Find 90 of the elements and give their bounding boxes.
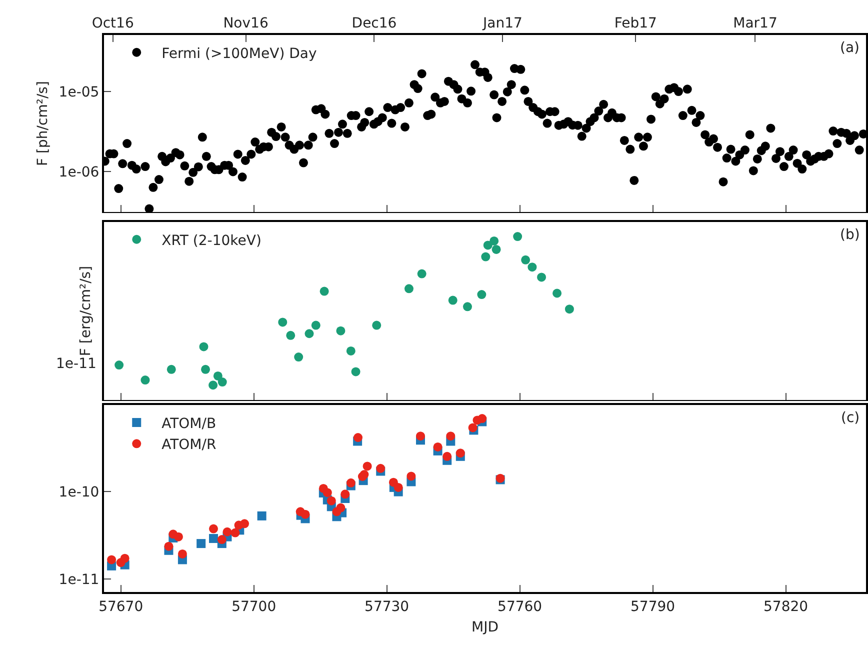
point [564, 304, 574, 314]
point [351, 367, 360, 376]
point [416, 432, 425, 441]
x2-tick-label: Dec16 [352, 15, 397, 32]
point [346, 346, 356, 356]
point [448, 296, 458, 305]
annotation: (b) [840, 227, 860, 243]
point [240, 519, 250, 528]
point [394, 482, 403, 492]
x2-tick-label: Mar17 [733, 15, 778, 32]
annotation: (a) [840, 40, 860, 56]
point [217, 535, 226, 544]
point [552, 288, 562, 298]
point [477, 290, 486, 300]
point [513, 232, 522, 242]
y-axis-title: F [ph/cm²/s] [34, 81, 51, 166]
point [462, 302, 472, 312]
point [201, 364, 210, 374]
point [336, 503, 346, 512]
point [322, 488, 332, 498]
point [354, 433, 362, 442]
point [376, 464, 386, 473]
point [120, 554, 130, 563]
point [286, 330, 296, 340]
point [222, 527, 232, 536]
x2-tick-label: Feb17 [614, 15, 657, 32]
point [326, 496, 336, 506]
x-tick-label: 57730 [364, 598, 410, 615]
point [257, 511, 266, 520]
point [362, 462, 372, 471]
point [300, 510, 310, 519]
point [208, 380, 218, 390]
x-tick-label: 57670 [98, 598, 144, 615]
point [196, 539, 206, 548]
point [446, 432, 456, 441]
legend-label: Fermi (>100MeV) Day [162, 46, 317, 62]
point [372, 320, 382, 330]
legend-label: XRT (2-10keV) [162, 232, 262, 249]
point [230, 528, 240, 538]
point [490, 236, 499, 246]
point [417, 269, 426, 278]
x-tick-label: 57820 [763, 598, 808, 615]
point [208, 534, 218, 543]
x2-tick-label: Oct16 [92, 15, 134, 32]
legend-label: ATOM/B [162, 416, 216, 432]
x-tick-label: 57790 [630, 598, 676, 615]
point [114, 360, 124, 370]
point [481, 252, 490, 262]
point [304, 329, 314, 338]
x-tick-label: 57760 [498, 598, 542, 615]
point [213, 371, 222, 380]
point [483, 240, 492, 250]
point [346, 478, 356, 488]
point [140, 376, 150, 385]
point [433, 442, 442, 452]
point [468, 423, 478, 432]
point [178, 549, 187, 558]
x-tick-label: 57700 [232, 598, 276, 615]
x-axis-title: MJD [472, 620, 498, 636]
point [218, 378, 227, 387]
point [107, 555, 116, 564]
point [406, 472, 416, 481]
x2-tick-label: Jan17 [482, 15, 522, 32]
point [311, 320, 320, 330]
point [340, 490, 350, 499]
point [164, 542, 174, 551]
point [336, 326, 346, 336]
point [528, 262, 537, 272]
point [478, 414, 487, 424]
point [320, 286, 329, 296]
y-tick-label: 1e-10 [58, 484, 100, 500]
point [174, 532, 183, 542]
y-tick-label: 1e-11 [58, 572, 100, 588]
point [537, 272, 546, 282]
annotation: (c) [841, 410, 860, 426]
point [208, 524, 218, 534]
point [442, 452, 452, 461]
point [404, 284, 414, 294]
y-tick-label: 1e-05 [58, 84, 100, 100]
x2-tick-label: Nov16 [223, 15, 268, 32]
point [166, 364, 176, 374]
point [199, 342, 208, 352]
point [456, 448, 465, 458]
point [294, 352, 304, 362]
y-axis-title: F [erg/cm²/s] [78, 266, 94, 356]
point [521, 255, 530, 264]
y-tick-label: 1e-06 [58, 164, 100, 180]
legend-label: ATOM/R [162, 437, 216, 454]
point [278, 318, 288, 327]
point [492, 244, 501, 254]
